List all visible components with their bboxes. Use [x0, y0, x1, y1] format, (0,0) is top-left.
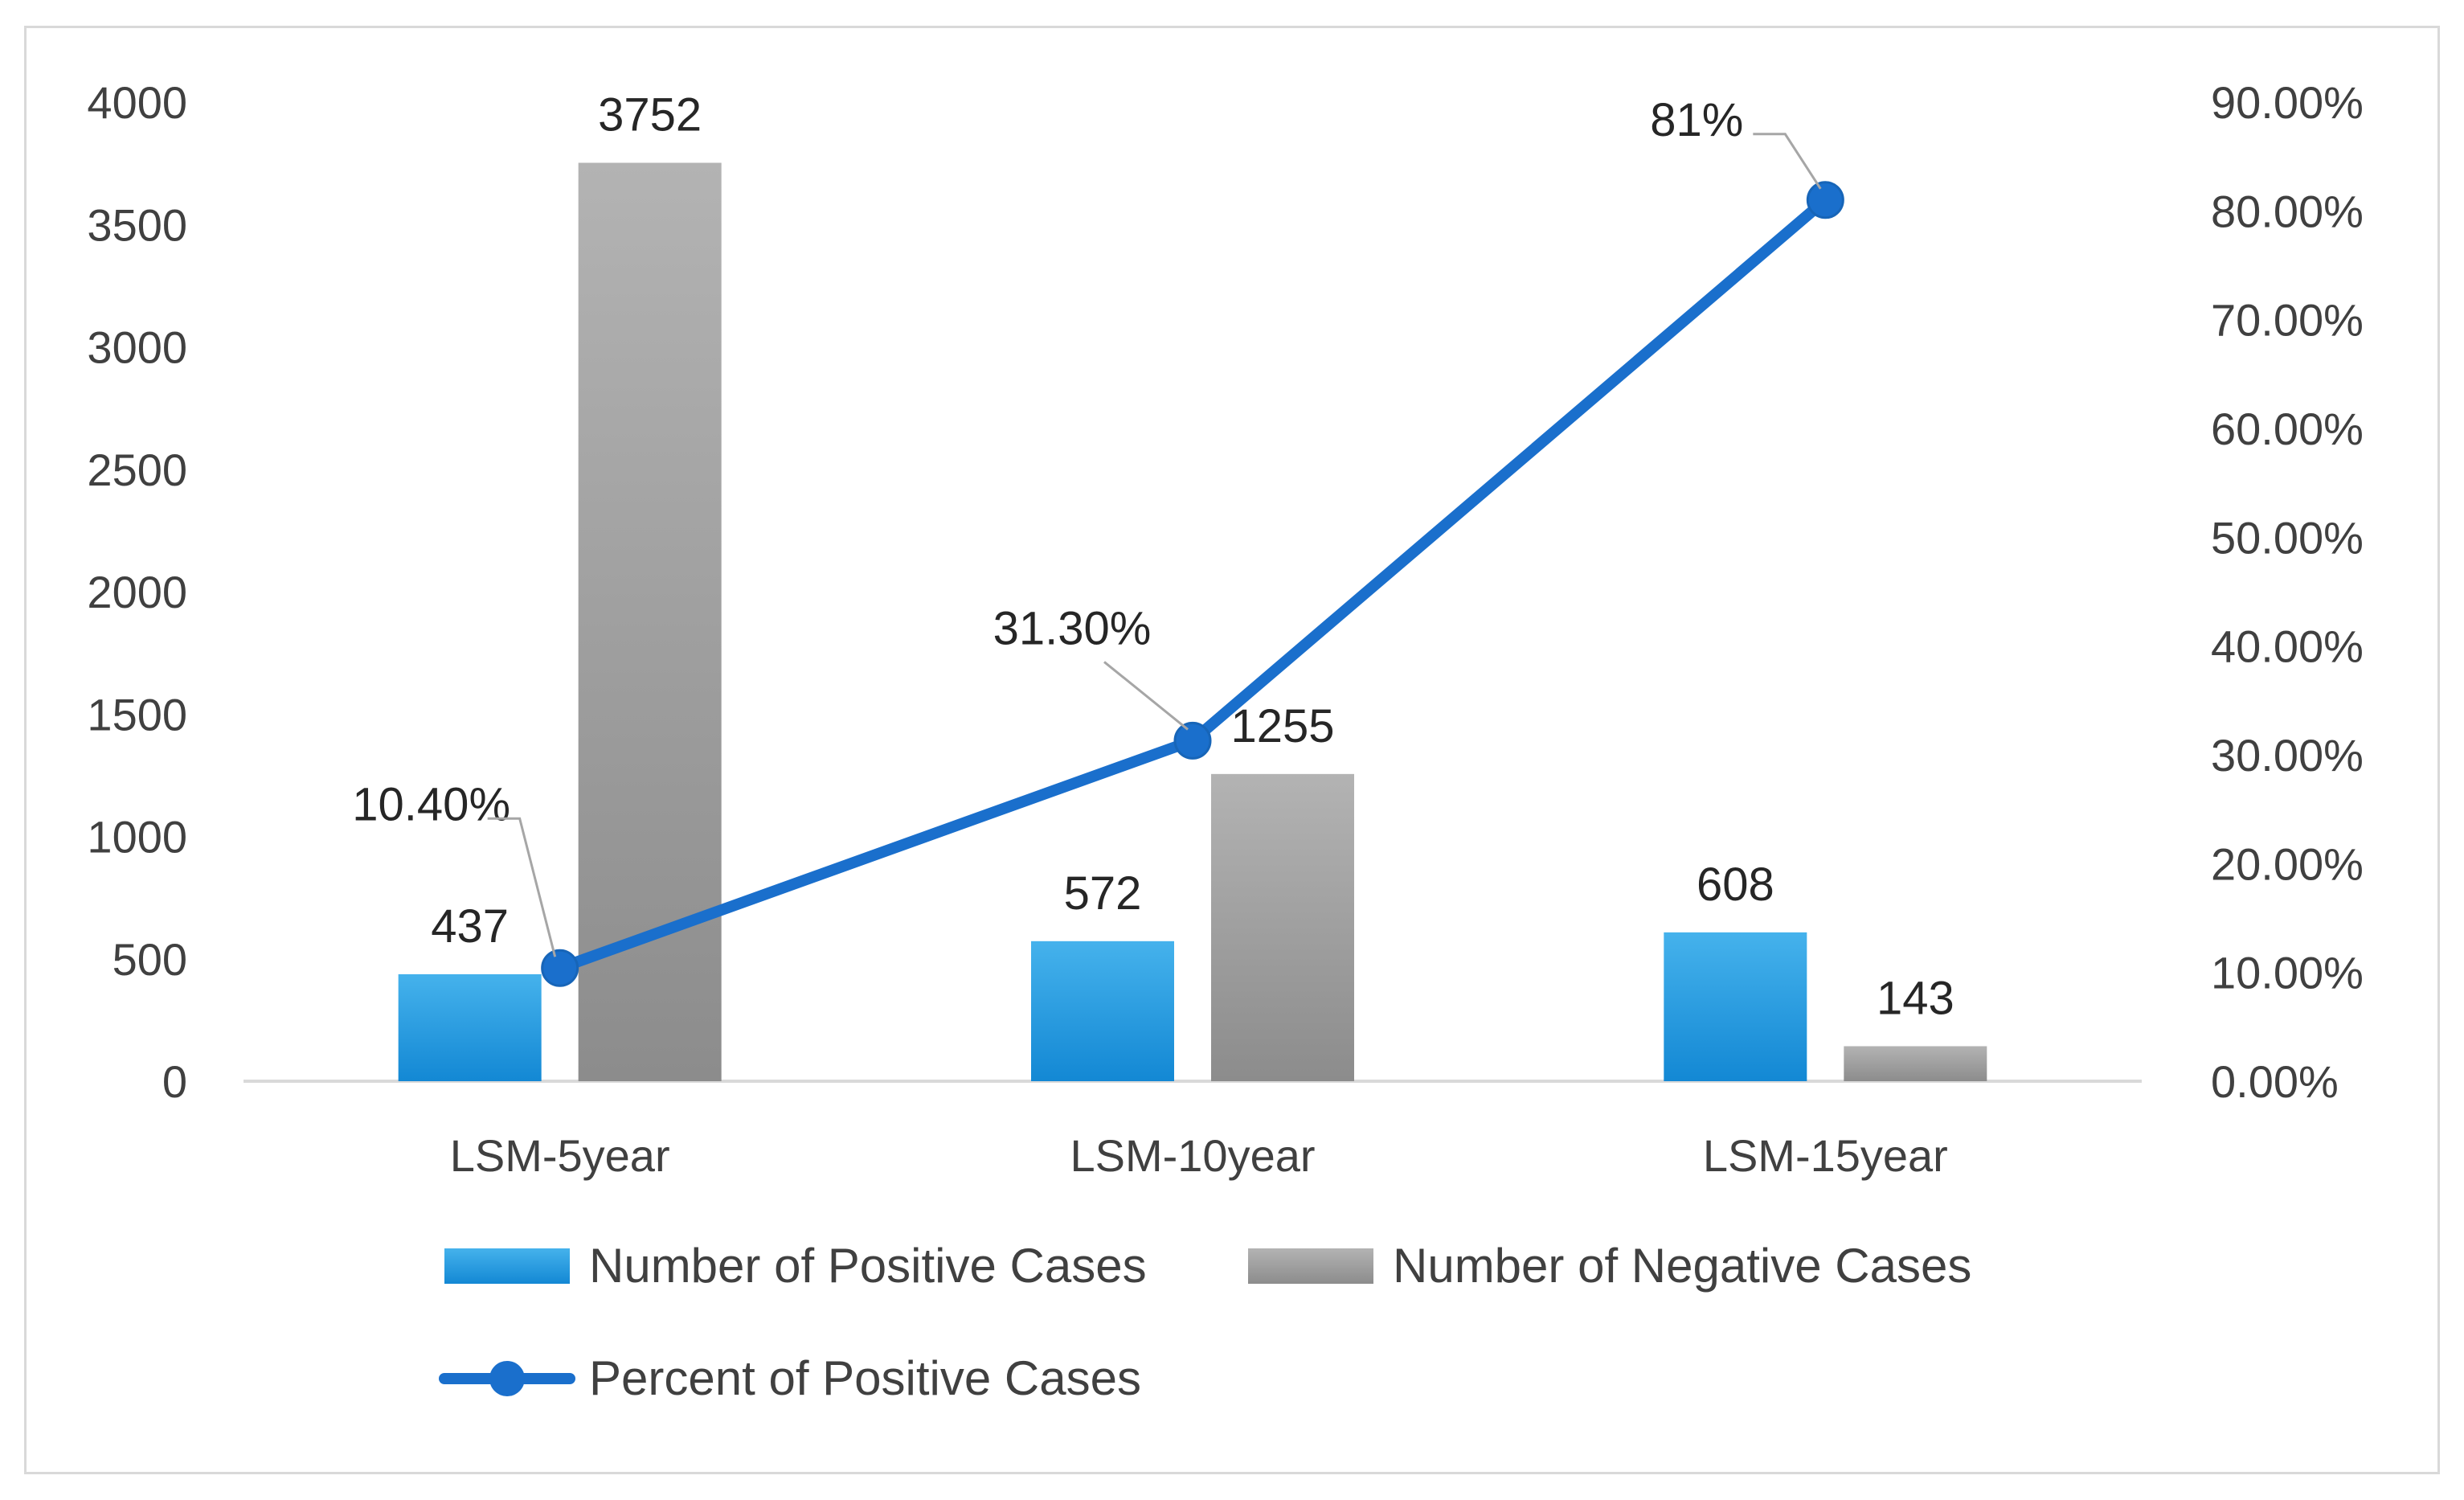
percent-line [554, 194, 1832, 974]
positive-cases-label: 572 [1064, 867, 1142, 920]
left-tick-label: 2000 [87, 567, 187, 617]
percent-label: 31.30% [993, 602, 1152, 654]
category-labels: LSM-5year LSM-10year LSM-15year [450, 1130, 1948, 1181]
percent-label: 81% [1650, 94, 1743, 146]
percent-marker [1173, 721, 1212, 760]
chart-frame: 0 500 1000 1500 2000 2500 3000 3500 4000 0.00% 10… [24, 26, 2440, 1474]
left-tick-label: 3500 [87, 199, 187, 250]
positive-cases-label: 608 [1697, 859, 1774, 911]
negative-cases-label: 143 [1877, 972, 1954, 1024]
right-tick-label: 40.00% [2211, 621, 2364, 672]
legend-positive-swatch [444, 1248, 570, 1284]
negative-cases-label: 1255 [1230, 700, 1334, 752]
right-tick-label: 50.00% [2211, 512, 2364, 563]
legend-negative-label: Number of Negative Cases [1393, 1239, 1971, 1293]
percent-leader-line [1103, 661, 1189, 731]
negative-cases-bar [1844, 1046, 1987, 1081]
right-tick-label: 30.00% [2211, 730, 2364, 781]
percent-marker [541, 949, 579, 987]
category-label: LSM-10year [1070, 1130, 1315, 1181]
right-tick-label: 90.00% [2211, 77, 2364, 128]
left-tick-label: 1500 [87, 689, 187, 740]
left-tick-label: 500 [113, 934, 187, 985]
bars [398, 162, 1987, 1082]
left-tick-label: 3000 [87, 322, 187, 373]
negative-cases-bar [1211, 773, 1354, 1081]
left-axis-ticks: 0 500 1000 1500 2000 2500 3000 3500 4000 [87, 77, 187, 1107]
positive-cases-bar [1664, 932, 1807, 1081]
data-labels: 437 3752 572 1255 608 143 10.40% 31.30% 81% [352, 89, 1954, 1025]
negative-cases-label: 3752 [598, 89, 702, 141]
left-tick-label: 2500 [87, 445, 187, 495]
left-tick-label: 1000 [87, 812, 187, 863]
legend-percent-label: Percent of Positive Cases [589, 1351, 1141, 1405]
legend-percent-marker [489, 1361, 525, 1396]
legend-positive-label: Number of Positive Cases [589, 1239, 1147, 1293]
left-tick-label: 4000 [87, 77, 187, 128]
category-label: LSM-5year [450, 1130, 670, 1181]
legend: Number of Positive Cases Number of Negati… [439, 1239, 1971, 1405]
percent-leader-line [1753, 133, 1822, 190]
right-tick-label: 20.00% [2211, 838, 2364, 889]
positive-cases-label: 437 [431, 900, 509, 953]
right-tick-label: 10.00% [2211, 948, 2364, 998]
percent-marker [1806, 181, 1844, 219]
category-label: LSM-15year [1703, 1130, 1948, 1181]
positive-cases-bar [398, 973, 542, 1081]
right-axis-ticks: 0.00% 10.00% 20.00% 30.00% 40.00% 50.00% 60.00… [2211, 77, 2364, 1107]
left-tick-label: 0 [162, 1056, 187, 1107]
legend-negative-swatch [1248, 1248, 1373, 1284]
percent-leader-line [487, 817, 557, 957]
right-tick-label: 70.00% [2211, 295, 2364, 346]
positive-cases-bar [1031, 941, 1174, 1081]
right-tick-label: 80.00% [2211, 186, 2364, 236]
percent-line-layer [541, 181, 1844, 987]
percent-label: 10.40% [352, 778, 510, 830]
right-tick-label: 60.00% [2211, 404, 2364, 454]
right-tick-label: 0.00% [2211, 1056, 2339, 1107]
negative-cases-bar [578, 162, 722, 1082]
chart-svg: 0 500 1000 1500 2000 2500 3000 3500 4000 0.00% 10… [87, 77, 2364, 1405]
